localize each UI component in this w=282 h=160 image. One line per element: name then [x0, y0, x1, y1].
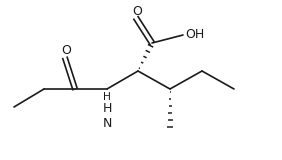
Text: H
N: H N: [102, 102, 112, 130]
Text: H: H: [103, 92, 111, 102]
Text: O: O: [132, 5, 142, 18]
Text: O: O: [61, 44, 71, 57]
Text: OH: OH: [185, 28, 204, 40]
